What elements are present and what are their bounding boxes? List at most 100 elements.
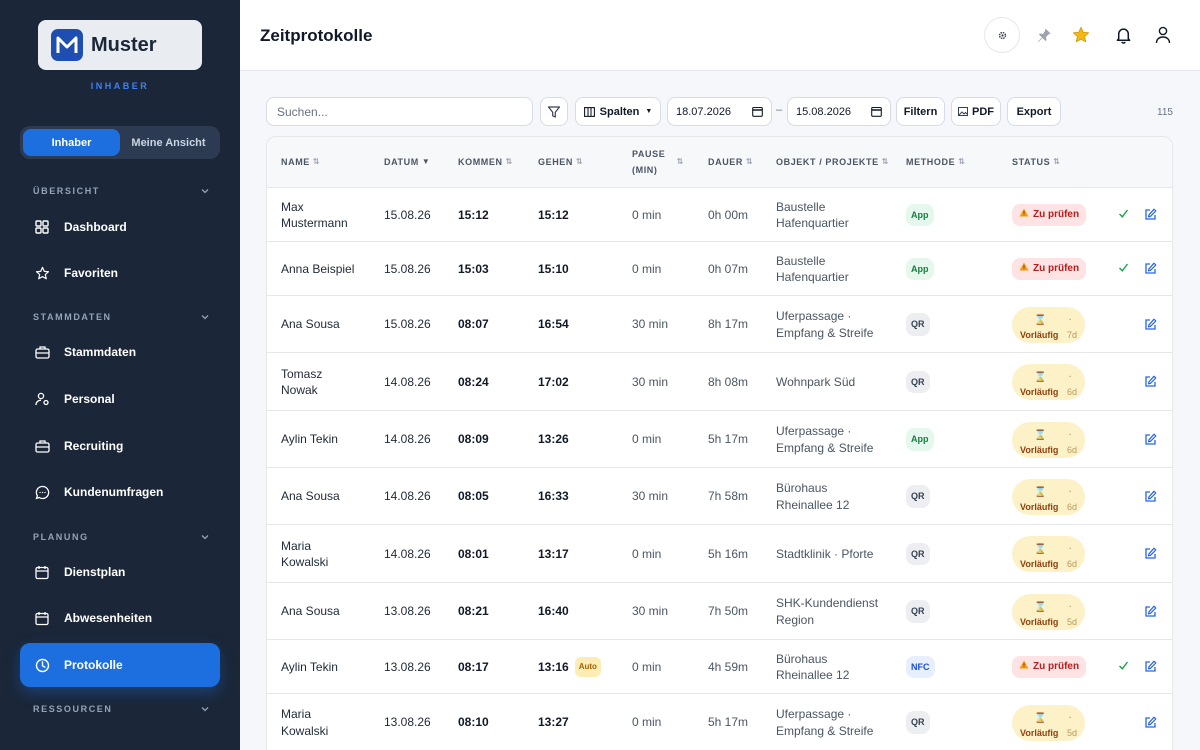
sidebar-item-staff[interactable]: Personal [20,377,220,421]
chevron-down-icon [201,189,209,194]
sidebar-item-schedule[interactable]: Dienstplan [20,550,220,594]
cell-object: Uferpassage · Empfang & Streife [776,707,874,738]
section-label: ÜBERSICHT [33,186,100,196]
edit-button[interactable] [1144,318,1157,331]
cell-pause: 0 min [632,715,662,730]
cell-date: 15.08.26 [384,207,431,222]
cell-date: 14.08.26 [384,374,431,389]
sidebar-item-surveys[interactable]: Kundenumfragen [20,470,220,514]
apply-filter-button[interactable]: Filtern [896,97,945,126]
calendar-icon [752,106,763,117]
result-count: 115 [1157,107,1173,118]
sidebar-item-label: Protokolle [64,658,123,672]
column-header-method[interactable]: METHODE ⇅ [906,154,966,170]
page-title: Zeitprotokolle [260,26,373,45]
table-row[interactable]: Tomasz Nowak 14.08.26 08:24 17:02 30 min 8h 08… [267,353,1172,411]
cell-pause: 0 min [632,207,662,222]
cell-duration: 5h 17m [708,432,749,447]
cell-status: ⌛ · Vorläufig 6d [1012,353,1112,411]
sidebar-item-masterdata[interactable]: Stammdaten [20,330,220,374]
sidebar-item-label: Recruiting [64,439,124,453]
sidebar-item-recruiting[interactable]: Recruiting [20,424,220,468]
column-header-out[interactable]: GEHEN ⇅ [538,154,583,170]
section-label: STAMMDATEN [33,312,112,322]
edit-button[interactable] [1144,262,1157,275]
approve-button[interactable] [1118,262,1129,273]
section-resources[interactable]: RESSOURCEN [33,704,210,714]
table-row[interactable]: Anna Beispiel 15.08.26 15:03 15:10 0 min 0h 0… [267,242,1172,296]
cell-date: 13.08.26 [384,604,431,619]
sidebar-item-favorites[interactable]: Favoriten [20,251,220,295]
table-row[interactable]: Ana Sousa 13.08.26 08:21 16:40 30 min 7h 50m S… [267,583,1172,640]
edit-button[interactable] [1144,208,1157,221]
pdf-label: PDF [972,105,994,118]
edit-button[interactable] [1144,375,1157,388]
cell-duration: 8h 17m [708,317,749,332]
column-header-object[interactable]: OBJEKT / PROJEKTE ⇅ [776,154,889,170]
edit-button[interactable] [1144,433,1157,446]
chat-bubble-icon [34,484,50,500]
columns-label: Spalten [599,105,640,118]
column-header-duration[interactable]: DAUER ⇅ [708,154,753,170]
approve-button[interactable] [1118,660,1129,671]
cell-object: Uferpassage · Empfang & Streife [776,424,874,455]
brand-logo[interactable]: Muster [38,20,202,70]
columns-icon [583,106,595,117]
cell-pause: 30 min [632,374,669,389]
edit-button[interactable] [1144,547,1157,560]
column-header-pause[interactable]: PAUSE (MIN) ⇅ [632,149,684,175]
check-icon [1119,661,1129,670]
section-master[interactable]: STAMMDATEN [33,312,210,322]
sidebar-item-logs[interactable]: Protokolle [20,643,220,687]
sidebar-item-absences[interactable]: Abwesenheiten [20,596,220,640]
table-row[interactable]: Max Mustermann 15.08.26 15:12 15:12 0 min 0h 0… [267,188,1172,242]
export-button[interactable]: Export [1007,97,1061,126]
table-row[interactable]: Ana Sousa 14.08.26 08:05 16:33 30 min 7h 58m B… [267,468,1172,525]
cell-duration: 5h 17m [708,715,749,730]
settings-button[interactable] [984,17,1020,53]
search-input[interactable] [277,104,517,119]
sidebar-item-dashboard[interactable]: Dashboard [20,205,220,249]
cell-in: 15:03 [458,261,489,276]
date-from-field[interactable]: 18.07.2026 [667,97,772,126]
pdf-button[interactable]: PDF [951,97,1001,126]
cell-date: 13.08.26 [384,659,431,674]
table-row[interactable]: Maria Kowalski 13.08.26 08:10 13:27 0 min 5h 1… [267,694,1172,750]
pin-button[interactable] [1026,17,1062,53]
table-row[interactable]: Aylin Tekin 13.08.26 08:17 13:16 Auto 0 min 4h… [267,640,1172,694]
column-header-name[interactable]: NAME ⇅ [281,154,320,170]
section-overview[interactable]: ÜBERSICHT [33,186,210,196]
star-outline-icon [34,265,50,281]
table-header: NAME ⇅ DATUM ▼ KOMMEN ⇅ GEHEN ⇅ PAUSE (MIN) ⇅… [267,137,1172,188]
cell-date: 13.08.26 [384,715,431,730]
columns-dropdown[interactable]: Spalten ▼ [575,97,661,126]
filter-toggle-button[interactable] [540,97,568,126]
table-row[interactable]: Aylin Tekin 14.08.26 08:09 13:26 0 min 5h 17m… [267,411,1172,468]
edit-button[interactable] [1144,605,1157,618]
approve-button[interactable] [1118,208,1129,219]
account-button[interactable] [1145,17,1181,53]
favorite-button[interactable] [1063,17,1099,53]
toggle-my-view[interactable]: Meine Ansicht [131,136,206,149]
column-header-in[interactable]: KOMMEN ⇅ [458,154,513,170]
toggle-owner-view[interactable]: Inhaber [23,129,120,156]
table-row[interactable]: Ana Sousa 15.08.26 08:07 16:54 30 min 8h 17m U… [267,296,1172,353]
column-header-status[interactable]: STATUS ⇅ [1012,154,1061,170]
edit-button[interactable] [1144,490,1157,503]
section-planning[interactable]: PLANUNG [33,532,210,542]
date-to-field[interactable]: 15.08.2026 [787,97,891,126]
hourglass-icon: ⌛ [1034,314,1047,326]
cell-status: Zu prüfen [1012,242,1112,296]
edit-button[interactable] [1144,660,1157,673]
status-badge: Zu prüfen [1012,655,1087,679]
column-header-date[interactable]: DATUM ▼ [384,154,430,170]
cell-out: 16:33 [538,489,569,504]
notifications-button[interactable] [1105,17,1141,53]
cell-name: Maria Kowalski [281,707,329,738]
sort-icon: ⇅ [576,157,584,166]
cell-name: Maria Kowalski [281,538,329,570]
edit-button[interactable] [1144,716,1157,729]
user-icon [1155,26,1171,44]
table-row[interactable]: Maria Kowalski 14.08.26 08:01 13:17 0 min 5h 1… [267,525,1172,583]
cell-name: Tomasz Nowak [281,366,323,398]
